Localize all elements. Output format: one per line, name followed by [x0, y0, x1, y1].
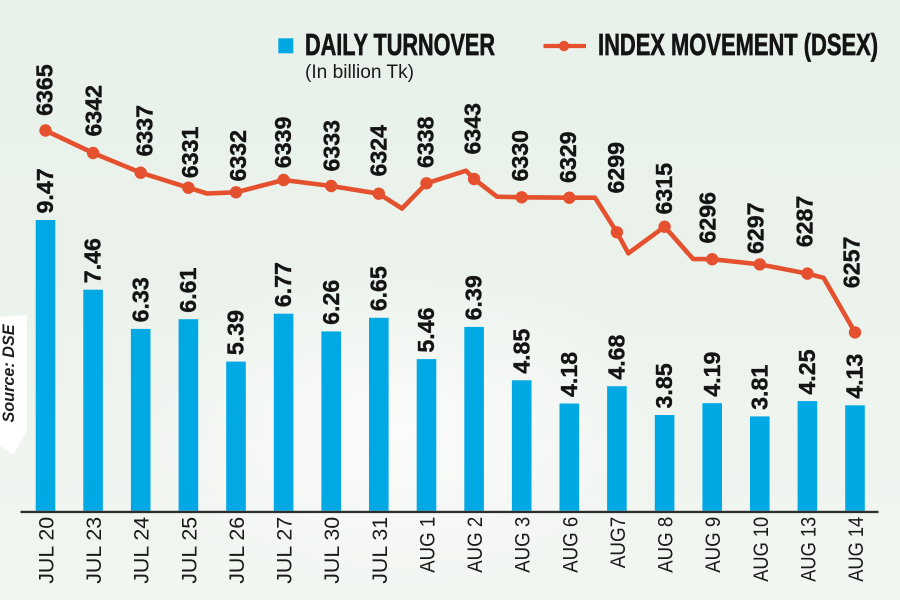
svg-text:4.68: 4.68	[604, 334, 630, 379]
svg-text:4.85: 4.85	[508, 329, 534, 374]
svg-text:6338: 6338	[412, 116, 438, 168]
svg-text:AUG 2: AUG 2	[463, 517, 487, 573]
svg-text:6332: 6332	[225, 130, 251, 182]
svg-text:4.13: 4.13	[842, 354, 868, 399]
svg-text:5.46: 5.46	[413, 307, 439, 352]
svg-text:6.39: 6.39	[461, 275, 487, 320]
svg-text:JUL 27: JUL 27	[273, 517, 297, 584]
svg-text:(In billion Tk): (In billion Tk)	[305, 61, 414, 83]
svg-text:6343: 6343	[460, 103, 486, 155]
svg-text:6365: 6365	[31, 64, 57, 116]
svg-text:6.65: 6.65	[365, 266, 391, 311]
svg-text:3.81: 3.81	[746, 365, 772, 410]
svg-text:6.61: 6.61	[175, 267, 201, 312]
svg-text:6.77: 6.77	[270, 262, 296, 307]
svg-text:9.47: 9.47	[32, 168, 58, 213]
svg-text:6297: 6297	[742, 202, 768, 254]
svg-text:JUL 20: JUL 20	[35, 517, 59, 584]
svg-text:6315: 6315	[651, 163, 677, 215]
svg-text:6296: 6296	[695, 192, 721, 244]
svg-text:INDEX MOVEMENT (DSEX): INDEX MOVEMENT (DSEX)	[598, 27, 878, 62]
svg-text:JUL 31: JUL 31	[368, 517, 392, 584]
svg-text:AUG 9: AUG 9	[701, 517, 725, 573]
svg-text:6257: 6257	[838, 237, 864, 289]
svg-text:6324: 6324	[366, 125, 392, 177]
svg-text:JUL 24: JUL 24	[130, 517, 154, 584]
svg-text:6287: 6287	[792, 196, 818, 248]
svg-text:JUL 26: JUL 26	[225, 517, 249, 584]
svg-text:6337: 6337	[132, 105, 158, 157]
svg-text:6.33: 6.33	[127, 277, 153, 322]
svg-text:6.26: 6.26	[318, 280, 344, 325]
svg-text:4.18: 4.18	[556, 352, 582, 397]
svg-text:4.19: 4.19	[699, 351, 725, 396]
svg-text:AUG 6: AUG 6	[558, 517, 582, 573]
svg-text:AUG 3: AUG 3	[511, 517, 535, 573]
svg-text:5.39: 5.39	[223, 310, 249, 355]
svg-text:6331: 6331	[177, 127, 203, 179]
svg-text:6342: 6342	[80, 85, 106, 137]
svg-text:AUG 8: AUG 8	[654, 517, 678, 573]
svg-text:AUG 13: AUG 13	[796, 517, 820, 582]
svg-text:4.25: 4.25	[794, 349, 820, 394]
svg-text:6339: 6339	[270, 117, 296, 169]
svg-text:AUG 14: AUG 14	[844, 517, 868, 582]
svg-text:6299: 6299	[603, 142, 629, 194]
svg-text:6329: 6329	[555, 131, 581, 183]
svg-text:JUL 23: JUL 23	[82, 517, 106, 584]
svg-text:AUG 1: AUG 1	[416, 517, 440, 573]
svg-text:DAILY TURNOVER: DAILY TURNOVER	[305, 27, 495, 62]
svg-text:7.46: 7.46	[80, 238, 106, 283]
svg-text:6333: 6333	[318, 120, 344, 172]
svg-text:AUG 10: AUG 10	[749, 517, 773, 582]
svg-text:6330: 6330	[507, 130, 533, 182]
svg-text:JUL 25: JUL 25	[177, 517, 201, 584]
svg-text:Source: DSE: Source: DSE	[0, 323, 18, 422]
svg-text:3.85: 3.85	[651, 363, 677, 408]
svg-text:AUG7: AUG7	[606, 517, 630, 569]
svg-text:JUL 30: JUL 30	[320, 517, 344, 584]
